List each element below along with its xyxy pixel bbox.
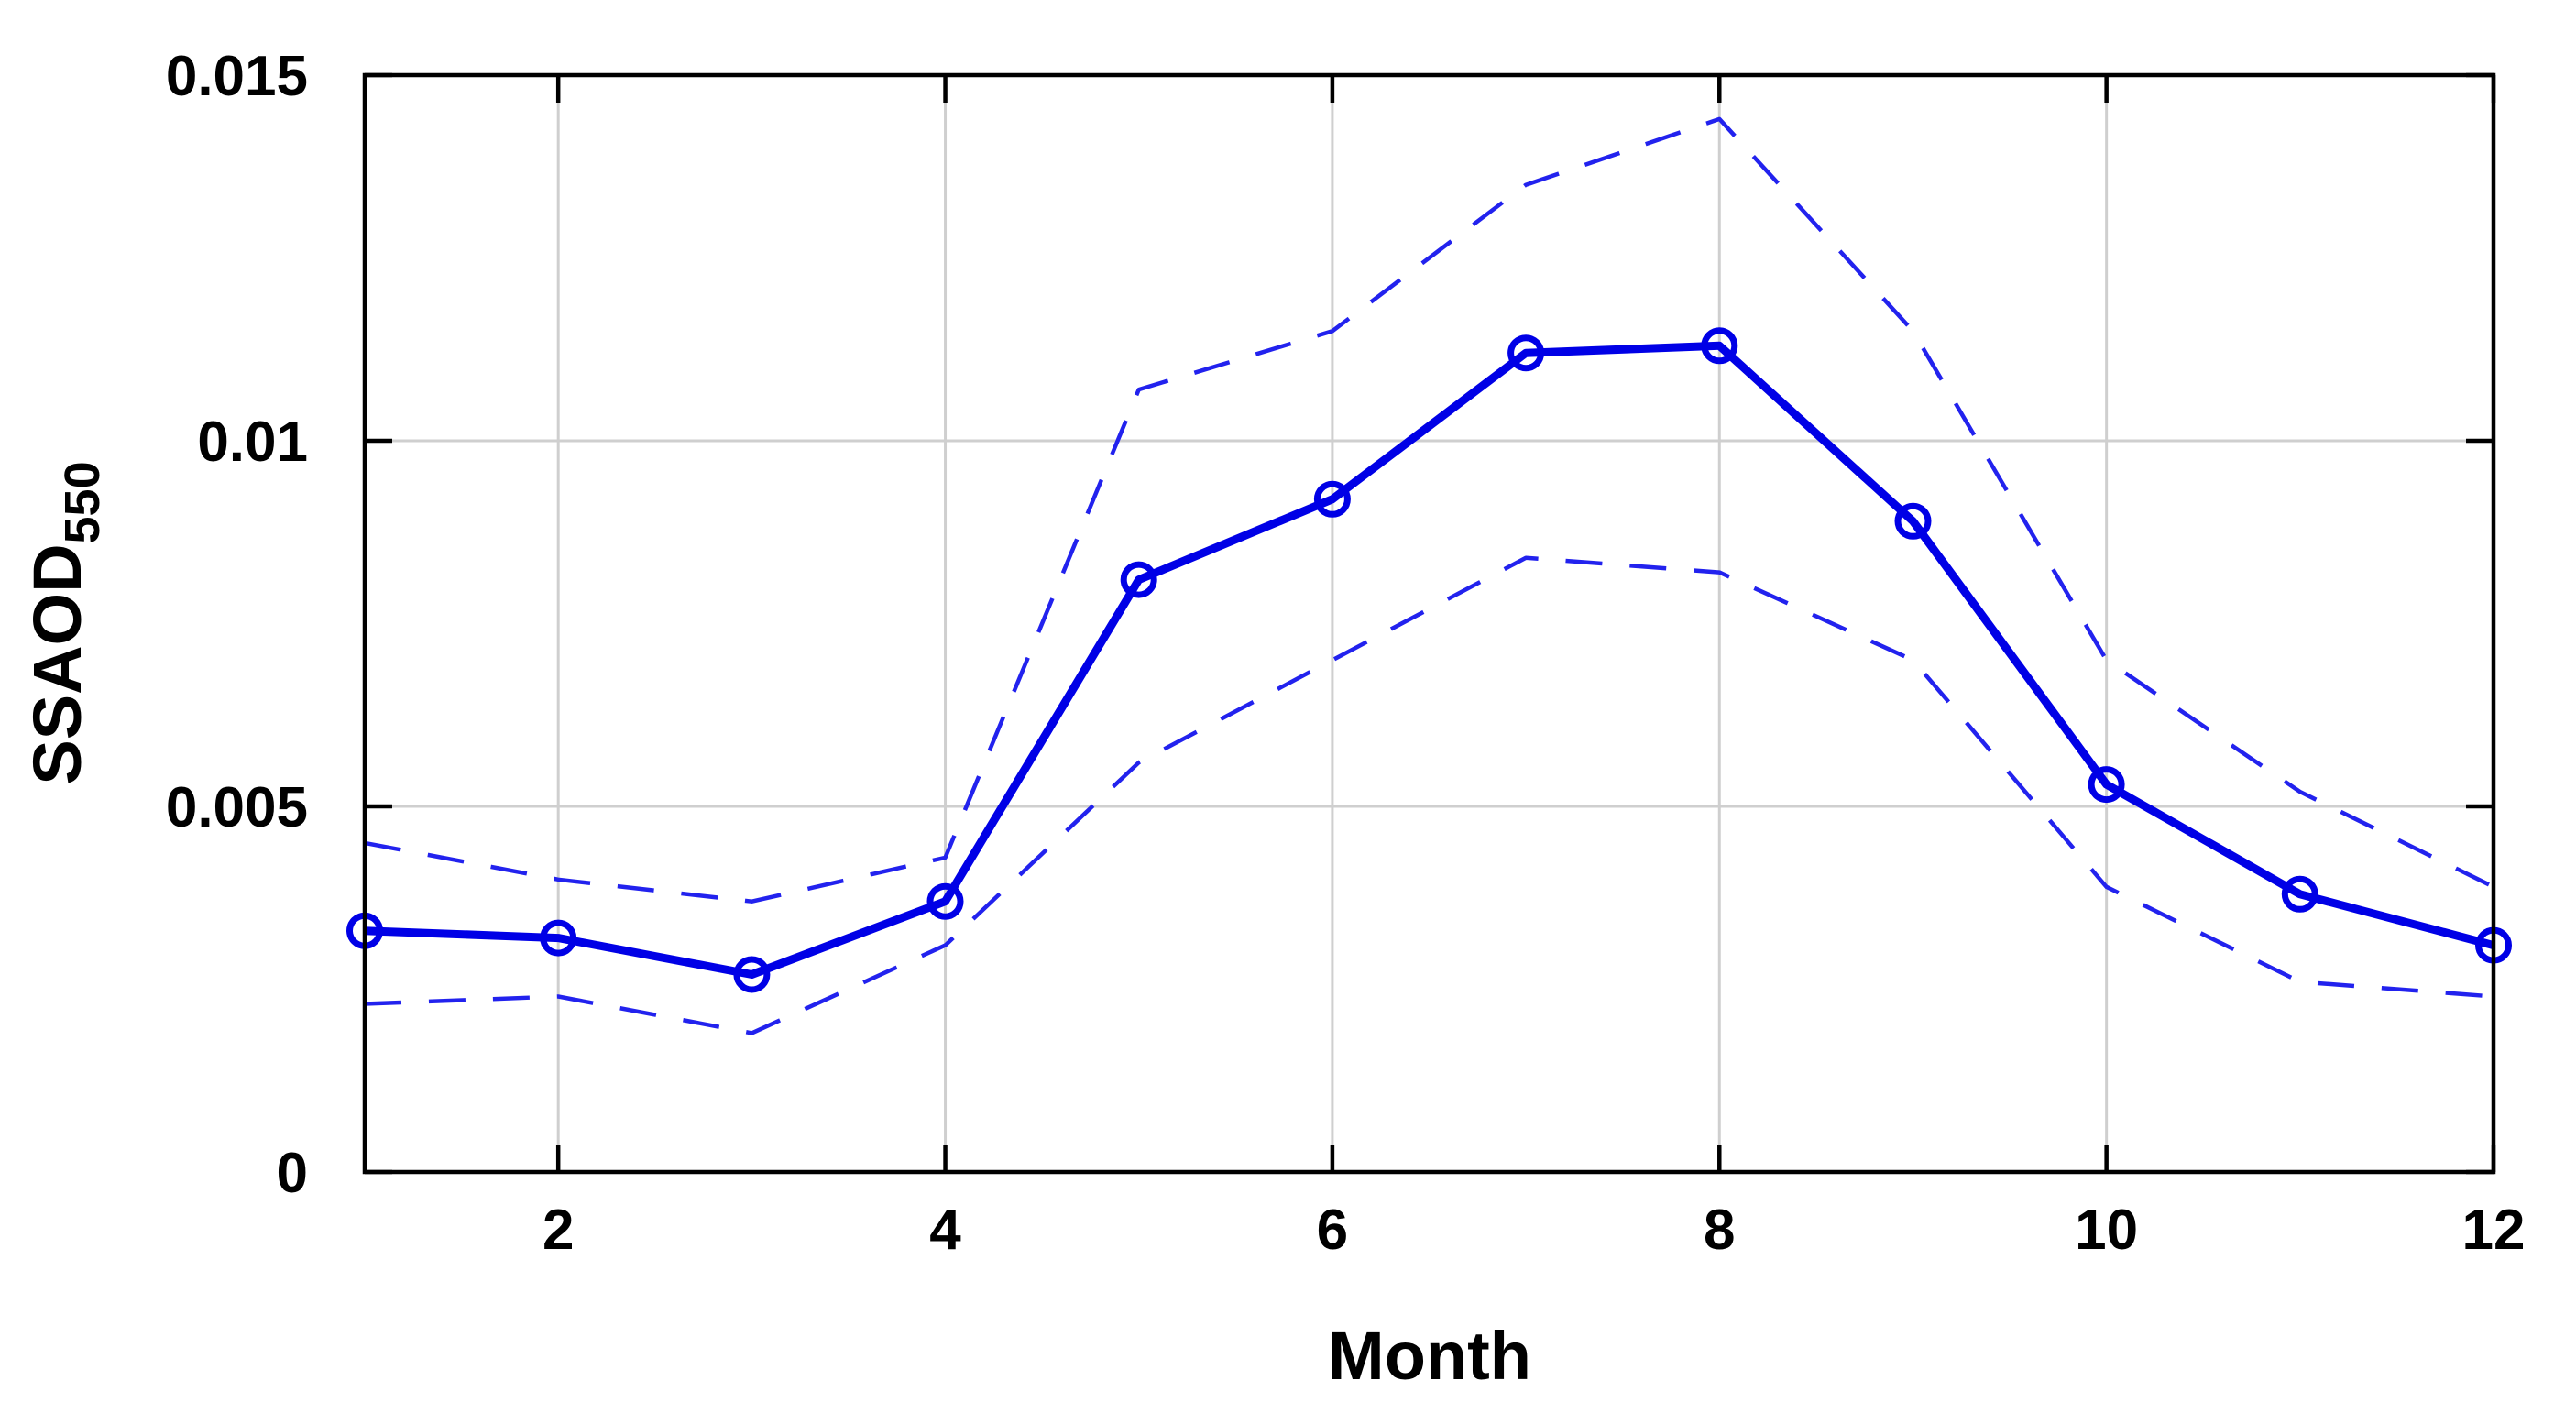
axes-box xyxy=(362,72,2496,1175)
data-point-marker xyxy=(1120,561,1157,598)
x-tick-label: 2 xyxy=(543,1199,574,1262)
y-axis-label-subscript: 550 xyxy=(55,461,110,543)
data-point-marker xyxy=(1701,327,1738,365)
y-tick-label: 0.005 xyxy=(166,776,308,839)
data-point-marker xyxy=(1894,502,1932,540)
x-tick-label: 4 xyxy=(929,1199,961,1262)
grid-layer xyxy=(365,75,2494,1172)
data-point-marker xyxy=(2281,875,2318,913)
series-upper-bound-line xyxy=(364,116,2494,904)
y-axis-label-main: SSAOD xyxy=(19,543,95,784)
x-tick-label: 12 xyxy=(2462,1199,2526,1262)
data-point-marker xyxy=(2088,766,2125,804)
data-point-marker xyxy=(733,956,771,993)
x-axis-label: Month xyxy=(1328,1318,1531,1394)
axes-layer xyxy=(362,72,2496,1175)
series-mean-line xyxy=(364,341,2495,979)
y-axis-label: SSAOD550 xyxy=(19,461,110,784)
y-tick-label: 0.015 xyxy=(166,45,308,108)
data-point-marker xyxy=(1313,480,1351,518)
x-tick-label: 8 xyxy=(1704,1199,1735,1262)
series-layer xyxy=(346,116,2512,1035)
tick-label-layer: 2 4 6 8 10 12 0 0.005 0.01 0.015 xyxy=(166,45,2526,1262)
data-point-marker xyxy=(926,882,964,920)
data-point-marker xyxy=(540,919,577,957)
x-tick-label: 6 xyxy=(1317,1199,1348,1262)
data-point-marker xyxy=(1507,334,1545,372)
y-tick-label: 0.01 xyxy=(197,411,308,474)
x-tick-label: 10 xyxy=(2075,1199,2138,1262)
y-tick-label: 0 xyxy=(277,1142,308,1205)
